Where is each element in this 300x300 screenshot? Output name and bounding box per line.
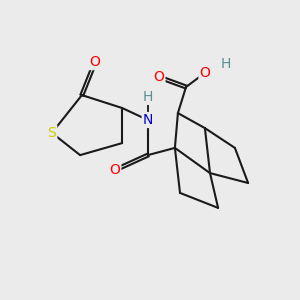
Text: O: O: [90, 55, 101, 69]
Text: S: S: [47, 126, 56, 140]
Text: O: O: [200, 66, 210, 80]
Text: N: N: [143, 113, 153, 127]
Text: H: H: [221, 57, 231, 71]
Text: O: O: [110, 163, 120, 177]
Text: O: O: [154, 70, 164, 84]
Text: H: H: [143, 90, 153, 104]
